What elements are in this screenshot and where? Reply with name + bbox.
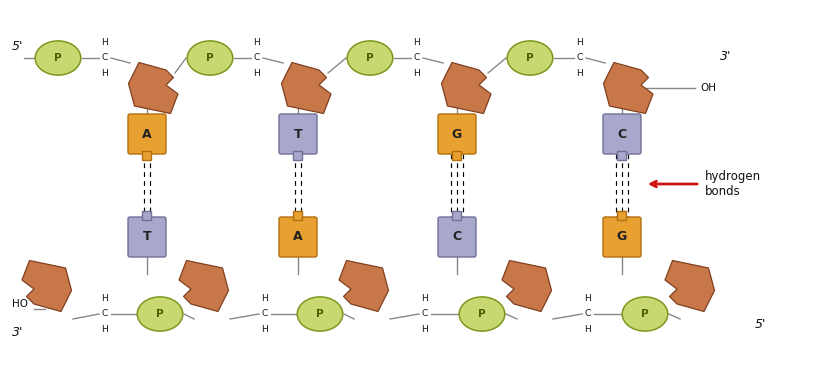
Ellipse shape bbox=[35, 41, 81, 75]
Bar bbox=[618, 211, 627, 220]
Text: C: C bbox=[102, 310, 108, 318]
Text: P: P bbox=[156, 309, 164, 319]
FancyBboxPatch shape bbox=[438, 217, 476, 257]
Text: H: H bbox=[254, 38, 260, 47]
Bar bbox=[142, 151, 151, 160]
Polygon shape bbox=[603, 62, 653, 113]
Bar bbox=[453, 151, 462, 160]
Text: H: H bbox=[102, 38, 108, 47]
Text: H: H bbox=[414, 38, 420, 47]
Bar bbox=[294, 151, 303, 160]
Text: P: P bbox=[206, 53, 214, 63]
Text: 5': 5' bbox=[12, 39, 24, 52]
Text: H: H bbox=[422, 294, 428, 303]
Text: H: H bbox=[576, 69, 584, 78]
Ellipse shape bbox=[138, 297, 183, 331]
Ellipse shape bbox=[622, 297, 667, 331]
Polygon shape bbox=[441, 62, 491, 113]
FancyBboxPatch shape bbox=[128, 114, 166, 154]
Ellipse shape bbox=[187, 41, 233, 75]
Polygon shape bbox=[502, 260, 552, 311]
Text: H: H bbox=[102, 294, 108, 303]
Text: C: C bbox=[453, 231, 462, 244]
Text: P: P bbox=[526, 53, 534, 63]
Bar bbox=[453, 211, 462, 220]
Polygon shape bbox=[665, 260, 715, 311]
Text: H: H bbox=[261, 325, 269, 334]
Text: P: P bbox=[55, 53, 62, 63]
Ellipse shape bbox=[459, 297, 505, 331]
Text: 5': 5' bbox=[755, 317, 766, 330]
Ellipse shape bbox=[507, 41, 553, 75]
Text: H: H bbox=[422, 325, 428, 334]
Text: H: H bbox=[261, 294, 269, 303]
Text: H: H bbox=[102, 325, 108, 334]
Text: P: P bbox=[478, 309, 486, 319]
Text: C: C bbox=[102, 54, 108, 62]
Text: H: H bbox=[584, 294, 592, 303]
Text: 3': 3' bbox=[12, 326, 24, 339]
Polygon shape bbox=[22, 260, 72, 311]
Text: P: P bbox=[366, 53, 374, 63]
FancyBboxPatch shape bbox=[603, 114, 641, 154]
Bar bbox=[618, 151, 627, 160]
Polygon shape bbox=[339, 260, 388, 311]
Text: T: T bbox=[142, 231, 151, 244]
Text: G: G bbox=[452, 128, 462, 141]
FancyBboxPatch shape bbox=[438, 114, 476, 154]
Text: A: A bbox=[293, 231, 303, 244]
FancyBboxPatch shape bbox=[279, 217, 317, 257]
FancyBboxPatch shape bbox=[279, 114, 317, 154]
Text: P: P bbox=[641, 309, 649, 319]
Polygon shape bbox=[282, 62, 331, 113]
Text: C: C bbox=[585, 310, 591, 318]
Text: H: H bbox=[576, 38, 584, 47]
Text: C: C bbox=[414, 54, 420, 62]
FancyBboxPatch shape bbox=[603, 217, 641, 257]
Polygon shape bbox=[129, 62, 178, 113]
Bar bbox=[294, 211, 303, 220]
FancyBboxPatch shape bbox=[128, 217, 166, 257]
Polygon shape bbox=[179, 260, 229, 311]
Text: T: T bbox=[294, 128, 302, 141]
Text: A: A bbox=[142, 128, 152, 141]
Text: C: C bbox=[577, 54, 583, 62]
Text: H: H bbox=[254, 69, 260, 78]
Text: H: H bbox=[102, 69, 108, 78]
Text: HO: HO bbox=[12, 299, 28, 309]
Text: C: C bbox=[254, 54, 260, 62]
Text: OH: OH bbox=[700, 83, 716, 93]
Text: C: C bbox=[262, 310, 268, 318]
Text: hydrogen
bonds: hydrogen bonds bbox=[705, 170, 761, 198]
Text: 3': 3' bbox=[720, 49, 731, 62]
Text: C: C bbox=[422, 310, 428, 318]
Text: H: H bbox=[584, 325, 592, 334]
Bar bbox=[142, 211, 151, 220]
Ellipse shape bbox=[348, 41, 393, 75]
Text: C: C bbox=[618, 128, 627, 141]
Text: G: G bbox=[617, 231, 627, 244]
Text: P: P bbox=[316, 309, 324, 319]
Text: H: H bbox=[414, 69, 420, 78]
Ellipse shape bbox=[297, 297, 343, 331]
